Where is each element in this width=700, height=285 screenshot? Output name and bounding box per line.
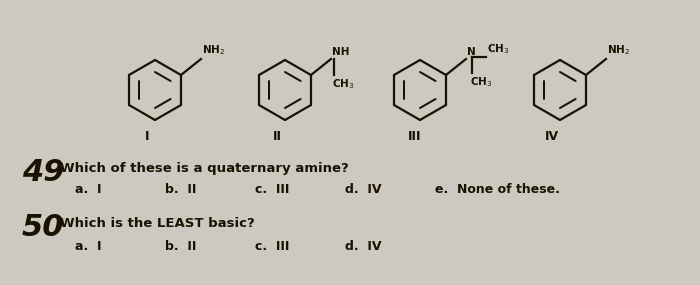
Text: NH$_2$: NH$_2$	[202, 43, 225, 57]
Text: IV: IV	[545, 130, 559, 143]
Text: d.  IV: d. IV	[345, 240, 382, 253]
Text: b.  II: b. II	[165, 183, 197, 196]
Text: Which of these is a quaternary amine?: Which of these is a quaternary amine?	[60, 162, 349, 175]
Text: I: I	[145, 130, 149, 143]
Text: CH$_3$: CH$_3$	[332, 77, 354, 91]
Text: NH: NH	[332, 47, 349, 57]
Text: c.  III: c. III	[255, 183, 289, 196]
Text: II: II	[272, 130, 281, 143]
Text: NH$_2$: NH$_2$	[607, 43, 630, 57]
Text: 49: 49	[22, 158, 64, 187]
Text: a.  I: a. I	[75, 183, 101, 196]
Text: CH$_3$: CH$_3$	[487, 42, 510, 56]
Text: N: N	[467, 47, 476, 57]
Text: CH$_3$: CH$_3$	[470, 75, 492, 89]
Text: a.  I: a. I	[75, 240, 101, 253]
Text: Which is the LEAST basic?: Which is the LEAST basic?	[60, 217, 255, 230]
Text: d.  IV: d. IV	[345, 183, 382, 196]
Text: 50: 50	[22, 213, 64, 242]
Text: e.  None of these.: e. None of these.	[435, 183, 560, 196]
Text: c.  III: c. III	[255, 240, 289, 253]
Text: b.  II: b. II	[165, 240, 197, 253]
Text: III: III	[408, 130, 421, 143]
